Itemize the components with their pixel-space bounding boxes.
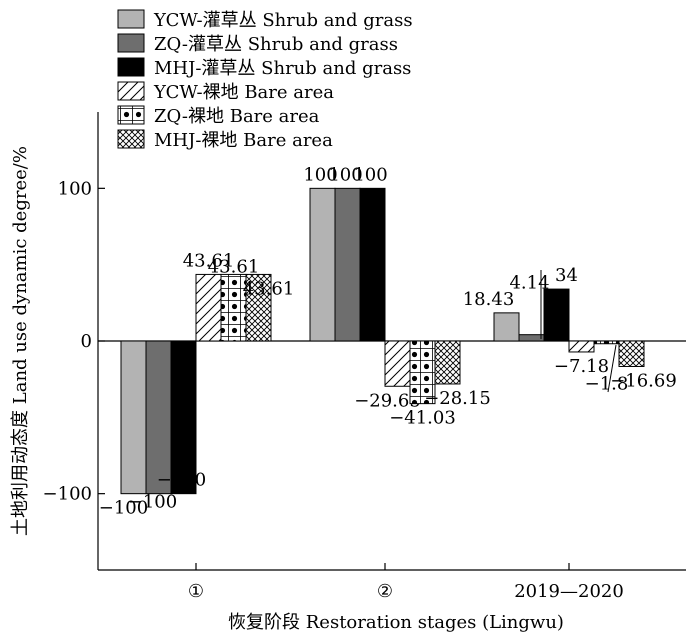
data-label: 18.43 xyxy=(463,289,515,310)
data-label: −1.8 xyxy=(585,374,629,395)
bar xyxy=(568,340,595,353)
legend-swatch xyxy=(117,81,145,101)
data-label: 100 xyxy=(353,164,387,185)
legend-swatch xyxy=(117,105,145,125)
legend-swatch xyxy=(117,129,145,149)
bar xyxy=(593,340,620,345)
legend-swatch xyxy=(117,33,145,53)
bar xyxy=(220,273,247,342)
bar xyxy=(334,187,361,342)
data-label: −100 xyxy=(128,492,177,513)
legend: YCW-灌草丛 Shrub and grass ZQ-灌草丛 Shrub and … xyxy=(117,9,413,151)
bar xyxy=(359,187,386,342)
x-axis-title: 恢复阶段 Restoration stages (Lingwu) xyxy=(228,612,564,633)
bar xyxy=(543,288,570,342)
data-label: 34 xyxy=(555,265,578,286)
x-tick-label: 2019—2020 xyxy=(514,581,624,602)
y-tick-label: 0 xyxy=(81,331,92,352)
data-label: 43.61 xyxy=(208,256,260,277)
data-label: 4.14 xyxy=(509,273,549,294)
legend-label: MHJ-裸地 Bare area xyxy=(154,130,333,151)
bar xyxy=(618,340,645,367)
bar xyxy=(309,187,336,342)
y-tick-label: 100 xyxy=(58,178,92,199)
bar xyxy=(434,340,461,385)
data-label: −41.03 xyxy=(389,408,456,429)
x-tick-label: ② xyxy=(377,581,393,602)
data-label: −100 xyxy=(157,470,206,491)
legend-label: ZQ-裸地 Bare area xyxy=(154,106,320,127)
data-label: −28.15 xyxy=(424,388,491,409)
bar xyxy=(245,273,272,342)
legend-swatch xyxy=(117,57,145,77)
data-label: −100 xyxy=(99,498,148,519)
bar xyxy=(518,334,545,342)
leader-line xyxy=(607,344,617,393)
data-label: 43.61 xyxy=(243,278,295,299)
x-tick-label: ① xyxy=(188,581,204,602)
legend-swatch xyxy=(117,9,145,29)
data-label: 43.61 xyxy=(183,250,235,271)
bar xyxy=(195,273,222,342)
data-label: 100 xyxy=(328,164,362,185)
legend-label: YCW-裸地 Bare area xyxy=(153,82,334,103)
bar xyxy=(145,340,172,495)
bar xyxy=(120,340,147,495)
data-label: −29.65 xyxy=(354,390,421,411)
legend-label: YCW-灌草丛 Shrub and grass xyxy=(153,10,413,31)
bar xyxy=(170,340,197,495)
data-label: −16.69 xyxy=(610,370,677,391)
bar xyxy=(493,312,520,342)
data-label: −7.18 xyxy=(554,356,609,377)
y-axis-title: 土地利用动态度 Land use dynamic degree/% xyxy=(10,146,31,536)
bar xyxy=(384,340,411,387)
y-tick-label: −100 xyxy=(43,484,92,505)
legend-label: ZQ-灌草丛 Shrub and grass xyxy=(154,34,398,55)
legend-label: MHJ-灌草丛 Shrub and grass xyxy=(154,58,411,79)
data-label: 100 xyxy=(303,164,337,185)
